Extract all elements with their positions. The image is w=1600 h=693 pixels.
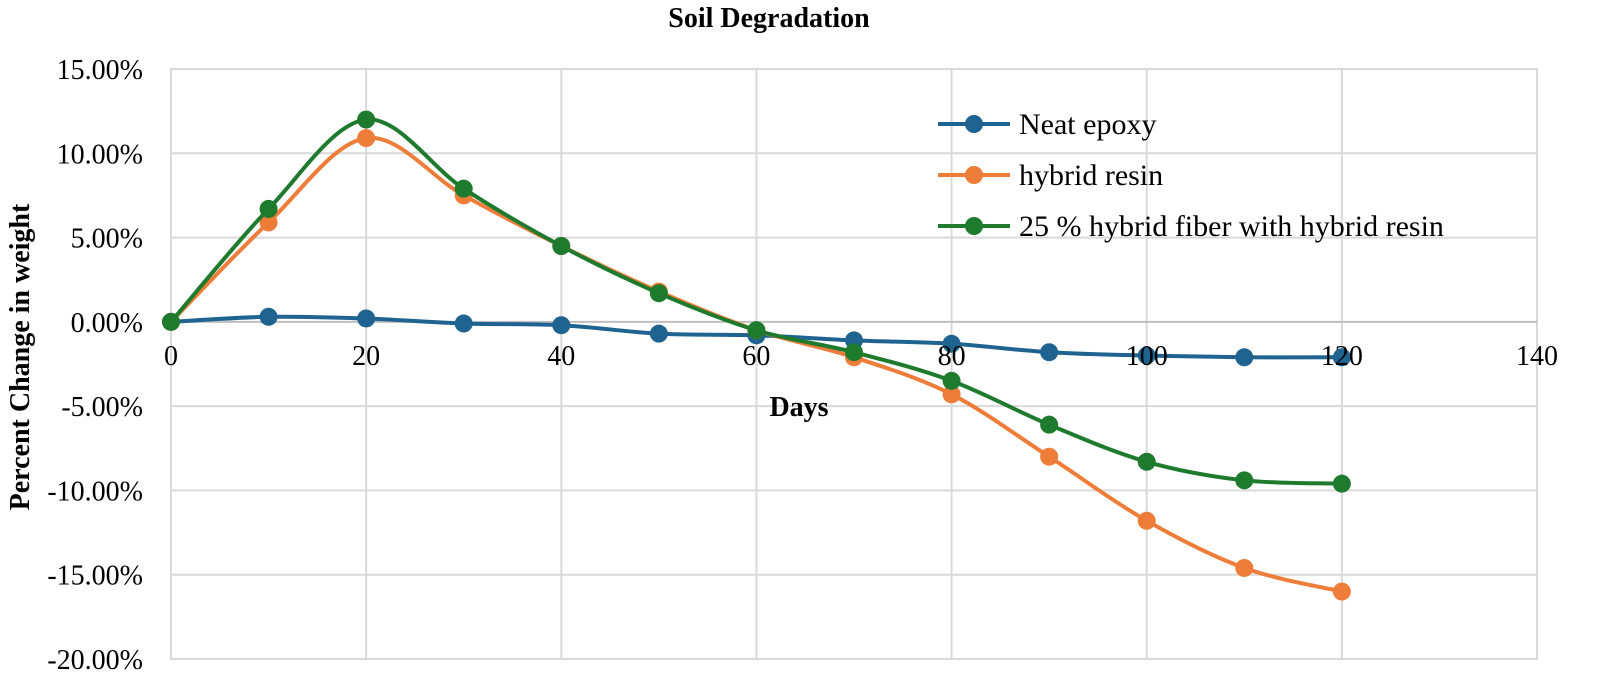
series-line: [169, 117, 1344, 486]
data-point: [552, 316, 571, 335]
data-point: [942, 371, 961, 390]
data-point: [1235, 558, 1254, 577]
data-point: [357, 129, 376, 148]
data-point: [1040, 343, 1059, 362]
data-point: [1235, 471, 1254, 490]
y-tick-label: 0.00%: [71, 308, 143, 339]
legend-marker: [965, 217, 983, 235]
data-point: [1137, 511, 1156, 530]
x-tick-label: 60: [742, 341, 770, 372]
data-point: [454, 314, 473, 333]
legend-entry: 25 % hybrid fiber with hybrid resin: [938, 210, 1444, 243]
data-point: [942, 385, 961, 404]
data-point: [1332, 348, 1351, 367]
legend-marker: [965, 115, 983, 133]
data-point: [259, 213, 278, 232]
data-point: [747, 321, 766, 340]
y-tick-label: 10.00%: [57, 139, 143, 170]
legend-marker: [965, 166, 983, 184]
x-axis-label: Days: [769, 392, 828, 423]
y-tick-label: -5.00%: [61, 392, 143, 423]
series-3: [162, 110, 1351, 493]
data-point: [942, 334, 961, 353]
y-axis-label: Percent Change in weight: [5, 203, 36, 510]
chart-title: Soil Degradation: [668, 3, 870, 34]
y-tick-label: -15.00%: [47, 561, 143, 592]
legend-label: 25 % hybrid fiber with hybrid resin: [1019, 210, 1444, 243]
data-point: [1040, 415, 1059, 434]
x-tick-label: 140: [1516, 341, 1558, 372]
tick-labels: 0 20 40 60 80 100 120 140 15.00% 10.00% 5.00% 0.00%…: [47, 55, 1558, 676]
data-point: [1332, 474, 1351, 493]
data-point: [162, 312, 180, 331]
data-point: [649, 284, 668, 303]
y-tick-label: 5.00%: [71, 224, 143, 255]
data-point: [552, 237, 571, 255]
y-tick-label: 15.00%: [57, 55, 143, 86]
legend-entry: hybrid resin: [938, 159, 1163, 192]
series-layer: [162, 110, 1351, 601]
y-tick-label: -10.00%: [47, 476, 143, 507]
x-tick-label: 0: [164, 341, 178, 372]
data-point: [1332, 582, 1351, 601]
x-tick-label: 20: [352, 341, 380, 372]
x-tick-label: 100: [1126, 341, 1168, 372]
legend-entry: Neat epoxy: [938, 108, 1156, 141]
data-point: [1235, 348, 1254, 367]
data-point: [259, 307, 278, 326]
x-tick-label: 120: [1321, 341, 1363, 372]
data-point: [1040, 447, 1059, 466]
legend-label: hybrid resin: [1019, 159, 1163, 192]
legend: Neat epoxy hybrid resin 25 % hybrid fiber …: [938, 108, 1444, 243]
legend-label: Neat epoxy: [1019, 108, 1156, 141]
data-point: [357, 110, 376, 129]
data-point: [259, 199, 278, 218]
y-tick-label: -20.00%: [47, 645, 143, 676]
data-point: [649, 324, 668, 343]
data-point: [357, 309, 376, 328]
x-tick-label: 80: [938, 341, 966, 372]
data-point: [1137, 452, 1156, 471]
data-point: [1137, 346, 1156, 365]
x-tick-label: 40: [547, 341, 575, 372]
data-point: [845, 343, 863, 362]
data-point: [454, 179, 473, 198]
